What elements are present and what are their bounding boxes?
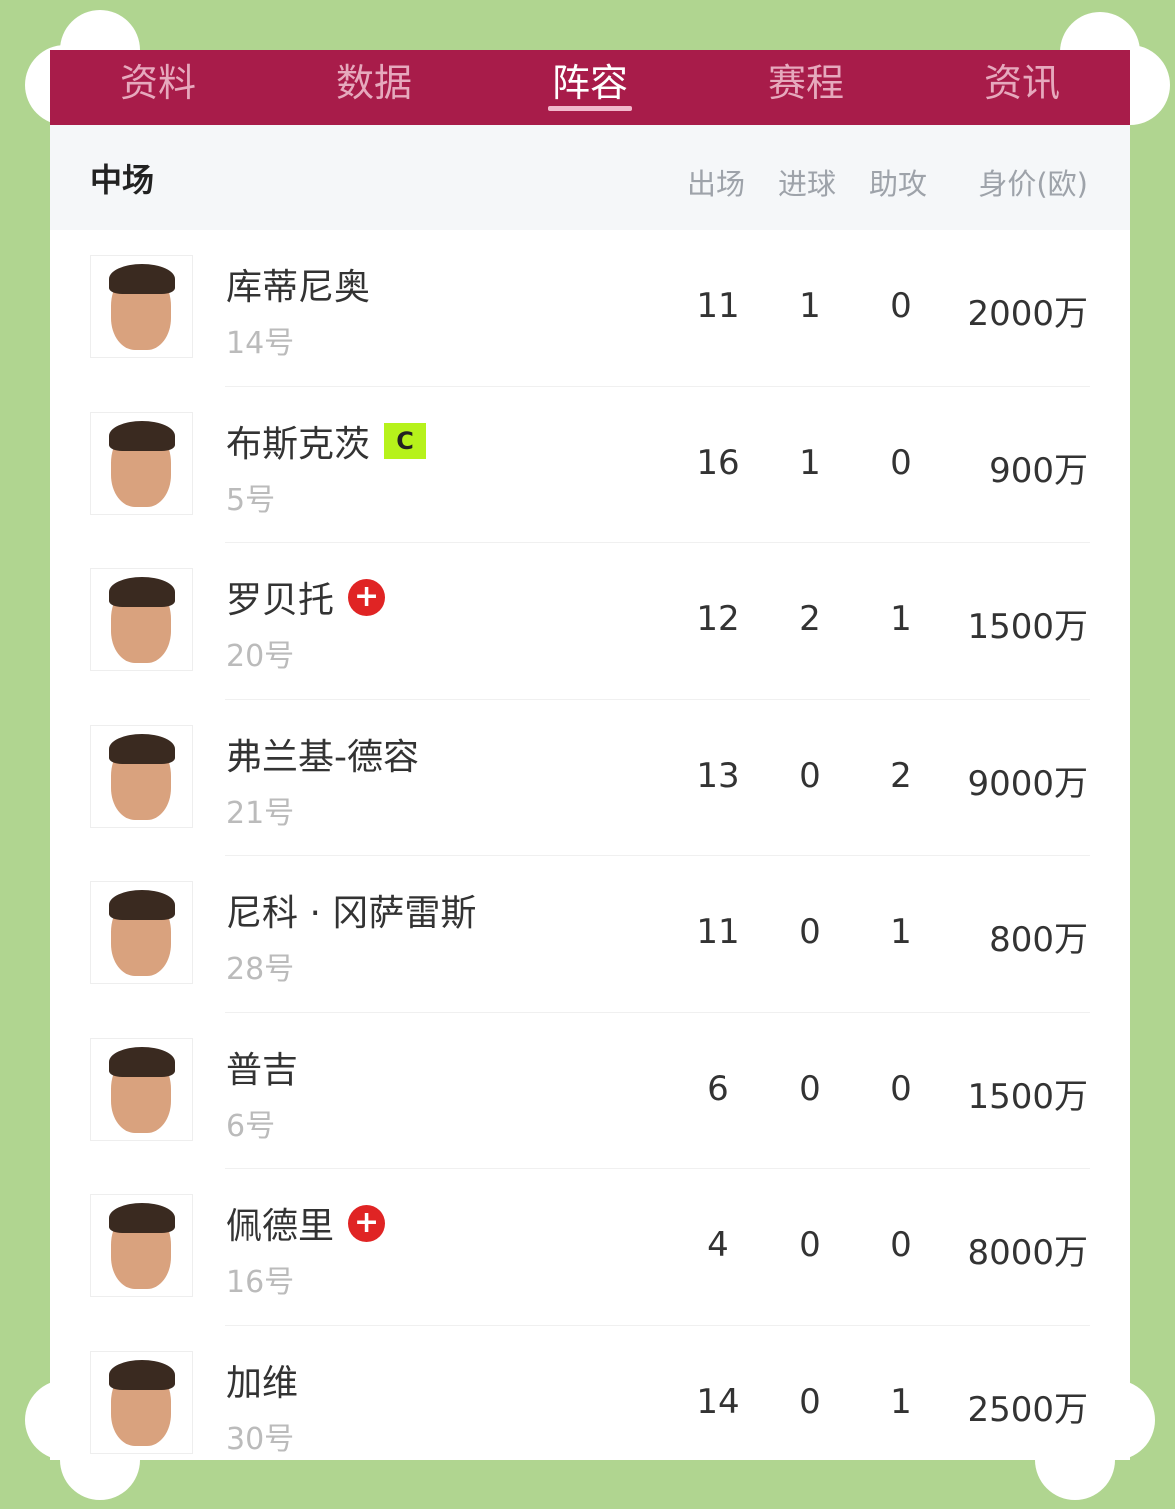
player-goals: 0 bbox=[799, 755, 821, 796]
player-value: 2000万 bbox=[967, 294, 1088, 334]
player-number: 6号 bbox=[226, 1108, 276, 1144]
player-assists: 1 bbox=[890, 1381, 912, 1422]
player-goals: 0 bbox=[799, 1068, 821, 1109]
tab-3[interactable]: 赛程 bbox=[746, 50, 866, 107]
section-title: 中场 bbox=[90, 160, 155, 199]
player-number: 28号 bbox=[226, 952, 295, 987]
player-number: 30号 bbox=[226, 1421, 295, 1457]
player-apps: 13 bbox=[696, 755, 740, 796]
player-goals: 0 bbox=[799, 1225, 821, 1265]
player-row[interactable]: 尼科 · 冈萨雷斯 28号 11 0 1 800万 bbox=[50, 856, 1130, 1013]
player-avatar bbox=[90, 411, 193, 515]
injury-cross-icon: + bbox=[348, 1204, 386, 1242]
player-value: 9000万 bbox=[967, 763, 1088, 804]
player-assists: 0 bbox=[890, 286, 912, 326]
player-number: 14号 bbox=[226, 326, 295, 361]
player-avatar bbox=[90, 1037, 193, 1141]
player-goals: 0 bbox=[799, 1381, 821, 1422]
player-assists: 2 bbox=[890, 755, 912, 796]
player-avatar bbox=[90, 1350, 193, 1454]
captain-badge: C bbox=[384, 422, 427, 459]
player-avatar bbox=[90, 724, 193, 828]
tab-0[interactable]: 资料 bbox=[98, 50, 218, 107]
player-goals: 0 bbox=[799, 912, 821, 952]
player-row[interactable]: 加维 30号 14 0 1 2500万 bbox=[50, 1326, 1130, 1461]
player-name: 罗贝托 bbox=[226, 580, 335, 621]
player-apps: 12 bbox=[696, 599, 740, 639]
player-apps: 11 bbox=[696, 286, 740, 326]
player-number: 20号 bbox=[226, 639, 295, 674]
player-row[interactable]: 库蒂尼奥 14号 11 1 0 2000万 bbox=[50, 230, 1130, 387]
player-assists: 0 bbox=[890, 1068, 912, 1109]
col-apps: 出场 bbox=[687, 167, 746, 201]
tab-label: 资讯 bbox=[983, 61, 1060, 105]
player-value: 1500万 bbox=[967, 607, 1088, 647]
player-number: 5号 bbox=[226, 482, 276, 518]
player-name: 加维 bbox=[226, 1362, 299, 1404]
player-row[interactable]: 弗兰基-德容 21号 13 0 2 9000万 bbox=[50, 700, 1130, 857]
injury-cross-icon: + bbox=[348, 578, 386, 616]
player-value: 2500万 bbox=[967, 1389, 1088, 1430]
player-row[interactable]: 布斯克茨 C 5号 16 1 0 900万 bbox=[50, 387, 1130, 544]
col-value: 身价(欧) bbox=[978, 167, 1088, 201]
section-header: 中场 出场 进球 助攻 身价(欧) bbox=[50, 125, 1130, 230]
player-apps: 14 bbox=[696, 1381, 740, 1422]
player-avatar bbox=[90, 1194, 193, 1297]
player-name: 库蒂尼奥 bbox=[226, 267, 371, 308]
player-value: 800万 bbox=[989, 920, 1088, 960]
player-goals: 1 bbox=[799, 442, 821, 483]
player-value: 8000万 bbox=[967, 1233, 1088, 1273]
player-goals: 1 bbox=[799, 286, 821, 326]
player-avatar bbox=[90, 881, 193, 984]
player-name: 弗兰基-德容 bbox=[226, 736, 419, 778]
player-row[interactable]: 普吉 6号 6 0 0 1500万 bbox=[50, 1013, 1130, 1170]
player-value: 1500万 bbox=[967, 1076, 1088, 1117]
player-assists: 1 bbox=[890, 599, 912, 639]
player-assists: 0 bbox=[890, 1225, 912, 1265]
player-goals: 2 bbox=[799, 599, 821, 639]
player-name: 尼科 · 冈萨雷斯 bbox=[226, 893, 477, 934]
player-apps: 6 bbox=[707, 1068, 729, 1109]
player-name: 佩德里 bbox=[226, 1206, 335, 1247]
squad-card: 资料 数据 阵容 赛程 资讯 中场 出场 进球 助攻 身价(欧) 库蒂尼奥 14号 11… bbox=[50, 50, 1130, 1460]
player-value: 900万 bbox=[989, 450, 1088, 491]
player-name: 普吉 bbox=[226, 1049, 299, 1091]
player-name: 布斯克茨 bbox=[226, 423, 371, 465]
player-number: 16号 bbox=[226, 1265, 295, 1300]
tab-2[interactable]: 阵容 bbox=[530, 50, 650, 111]
tab-label: 赛程 bbox=[767, 61, 844, 105]
tab-bar: 资料 数据 阵容 赛程 资讯 bbox=[50, 50, 1130, 125]
active-tab-indicator bbox=[548, 106, 632, 111]
tab-label: 资料 bbox=[119, 61, 196, 105]
col-goals: 进球 bbox=[778, 167, 837, 201]
player-row[interactable]: 罗贝托 + 20号 12 2 1 1500万 bbox=[50, 543, 1130, 700]
player-avatar bbox=[90, 255, 193, 358]
player-avatar bbox=[90, 568, 193, 671]
player-number: 21号 bbox=[226, 795, 295, 831]
player-assists: 0 bbox=[890, 442, 912, 483]
tab-label: 阵容 bbox=[551, 61, 628, 105]
player-list: 库蒂尼奥 14号 11 1 0 2000万 布斯克茨 C 5号 16 1 0 90… bbox=[50, 230, 1130, 1460]
col-assists: 助攻 bbox=[869, 167, 928, 201]
player-apps: 11 bbox=[696, 912, 740, 952]
tab-1[interactable]: 数据 bbox=[314, 50, 434, 107]
player-apps: 16 bbox=[696, 442, 740, 483]
player-row[interactable]: 佩德里 + 16号 4 0 0 8000万 bbox=[50, 1169, 1130, 1326]
player-assists: 1 bbox=[890, 912, 912, 952]
player-apps: 4 bbox=[707, 1225, 729, 1265]
tab-4[interactable]: 资讯 bbox=[962, 50, 1082, 107]
tab-label: 数据 bbox=[335, 61, 412, 105]
